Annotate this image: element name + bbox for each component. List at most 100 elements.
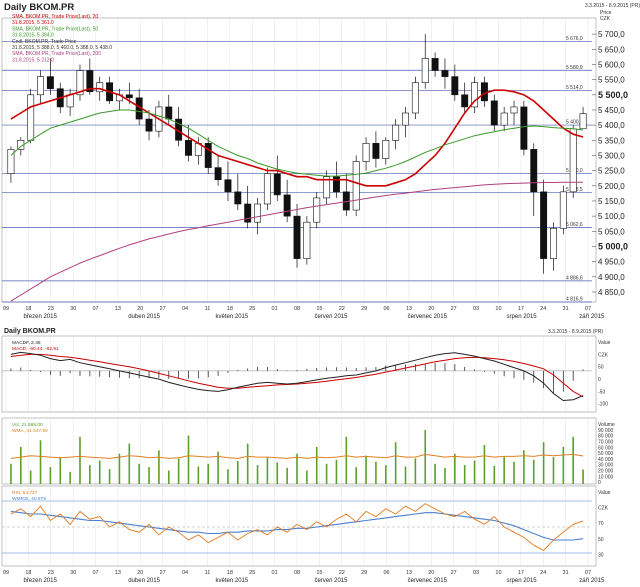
- price-tick-label: 5 150,0: [598, 197, 625, 206]
- month-label: září 2015: [579, 578, 605, 584]
- macd-axis-label: -100: [598, 402, 608, 408]
- volume-bar: [118, 453, 121, 484]
- day-tick-label: 29: [361, 306, 367, 312]
- price-tick-label: 4 900,0: [598, 273, 625, 282]
- candle-body: [402, 112, 409, 126]
- volume-bar: [384, 465, 387, 484]
- day-tick-label: 20: [137, 306, 143, 312]
- rsi-line: [10, 503, 584, 551]
- volume-bar: [98, 460, 101, 484]
- macd-axis-label: Value: [598, 340, 611, 346]
- month-label: duben 2015: [128, 578, 160, 584]
- candle-body: [96, 82, 104, 93]
- day-tick-label: 04: [182, 570, 188, 576]
- volume-bar: [493, 465, 496, 484]
- volume-bar: [108, 469, 111, 484]
- volume-bar: [404, 466, 407, 484]
- day-tick-label: 18: [227, 570, 233, 576]
- day-tick-label: 22: [339, 570, 345, 576]
- candle-body: [392, 124, 400, 141]
- day-tick-label: 30: [70, 306, 76, 312]
- chart-title: Daily BKOM.PR: [4, 2, 74, 13]
- rsi-axis-label: 30: [598, 552, 604, 558]
- day-tick-label: 18: [25, 570, 31, 576]
- volume-bar: [158, 450, 160, 484]
- price-tick-label: 5 200,0: [598, 182, 625, 191]
- volume-bar: [167, 470, 170, 484]
- price-tick-label: 5 450,0: [598, 106, 625, 115]
- price-tick-label: 5 300,0: [598, 151, 625, 160]
- legend-entry: 31.8.2015, 5 361.0: [12, 20, 54, 26]
- volume-bar: [424, 430, 427, 484]
- day-tick-label: 24: [540, 570, 546, 576]
- month-label: srpen 2015: [507, 578, 538, 584]
- level-label: 5 676,0: [566, 36, 583, 42]
- candle-body: [254, 203, 261, 223]
- candle-body: [530, 149, 538, 193]
- day-tick-label: 20: [428, 306, 434, 312]
- candle-body: [293, 215, 301, 259]
- day-tick-label: 13: [406, 306, 412, 312]
- volume-bar: [148, 467, 150, 484]
- candle-body: [76, 70, 84, 96]
- volume-bar: [315, 446, 318, 484]
- day-tick-label: 17: [518, 570, 524, 576]
- macd-axis-label: 50: [598, 365, 604, 371]
- volume-bar: [29, 470, 32, 484]
- volume-bar: [444, 467, 446, 484]
- day-tick-label: 29: [361, 570, 367, 576]
- volume-bar: [365, 455, 367, 484]
- level-label: 5 400,2: [566, 120, 583, 126]
- legend-entry: 31.8.2015, 5 212.0: [12, 57, 54, 63]
- volume-axis-label: 70 000: [598, 439, 614, 445]
- volume-bar: [345, 436, 348, 484]
- day-tick-label: 07: [585, 570, 591, 576]
- rsi-axis-label: 50: [598, 537, 604, 543]
- panel-frame: [1, 335, 597, 413]
- subchart-title: Daily BKOM.PR: [4, 328, 56, 335]
- day-tick-label: 09: [3, 306, 9, 312]
- candle-body: [86, 70, 94, 93]
- price-tick-label: 5 350,0: [598, 136, 625, 145]
- level-label: 4 886,6: [566, 275, 583, 281]
- day-tick-label: 27: [160, 306, 166, 312]
- volume-bar: [523, 450, 525, 484]
- rsi-wma-line: [10, 510, 584, 541]
- month-label: březen 2015: [23, 314, 57, 320]
- price-axis-title: Price: [600, 10, 612, 16]
- volume-bar: [39, 440, 42, 484]
- volume-bar: [187, 435, 190, 484]
- candle-body: [382, 139, 390, 159]
- macd-axis-label: 0: [598, 377, 601, 383]
- sma-line: [10, 181, 584, 302]
- sma-line: [10, 109, 584, 177]
- candle-body: [303, 221, 311, 259]
- day-tick-label: 31: [563, 570, 569, 576]
- month-label: červen 2015: [314, 578, 348, 584]
- candle-body: [362, 143, 370, 162]
- month-label: září 2015: [579, 314, 605, 320]
- date-range: 3.3.2015 - 8.9.2015 (PR): [585, 3, 640, 9]
- day-tick-label: 08: [294, 306, 300, 312]
- legend-entry: SMA, BKOM.PR, Trade Price(Last), 50: [12, 26, 98, 32]
- volume-axis-label: 60 000: [598, 445, 614, 451]
- candle-body: [37, 76, 44, 96]
- day-tick-label: 20: [137, 570, 143, 576]
- day-tick-label: 15: [316, 306, 322, 312]
- candle-body: [165, 106, 173, 120]
- day-tick-label: 06: [383, 570, 389, 576]
- price-tick-label: 5 050,0: [598, 227, 625, 236]
- candle-body: [550, 227, 557, 259]
- price-tick-label: 5 400,0: [598, 121, 625, 130]
- candle-body: [471, 82, 479, 108]
- price-tick-label: 4 950,0: [598, 258, 625, 267]
- candle-body: [46, 76, 54, 90]
- price-tick-label: 5 650,0: [598, 45, 625, 54]
- volume-axis-label: 10 000: [598, 474, 614, 480]
- candle-body: [510, 106, 518, 114]
- day-tick-label: 30: [70, 570, 76, 576]
- volume-bar: [532, 459, 535, 484]
- day-tick-label: 13: [115, 570, 121, 576]
- candle-body: [421, 58, 429, 83]
